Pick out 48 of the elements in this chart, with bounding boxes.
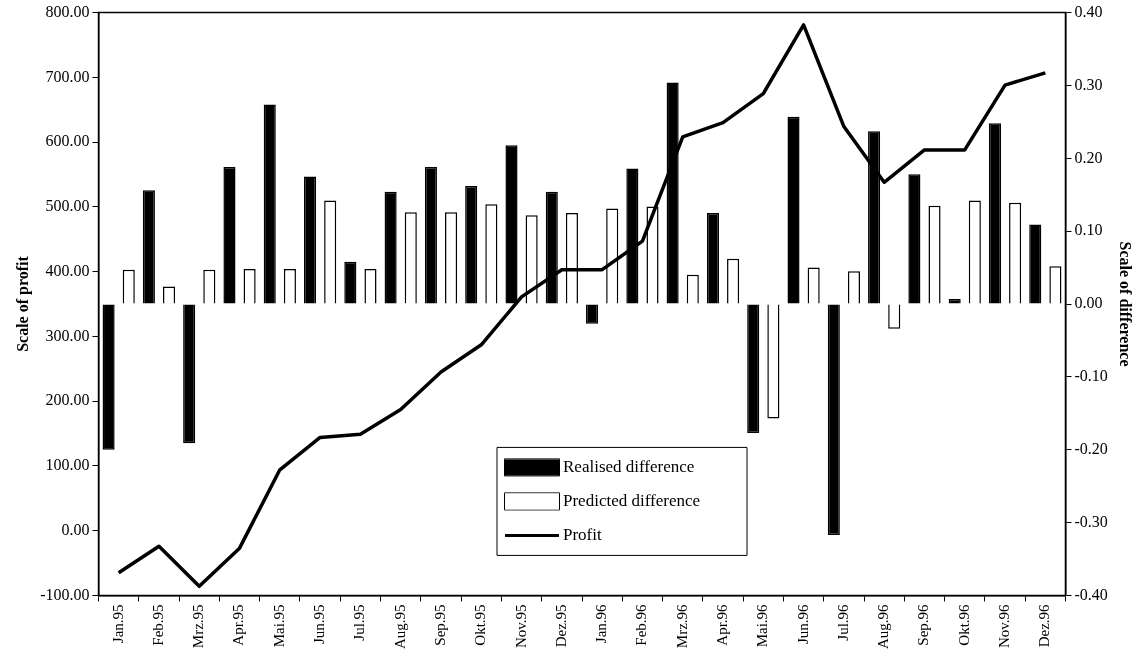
x-tick-label: Sep.96 bbox=[915, 603, 932, 646]
y2-tick-label: -0.20 bbox=[1074, 439, 1108, 457]
x-tick-label: Mai.96 bbox=[754, 603, 771, 648]
y-tick-label: 0.00 bbox=[61, 520, 90, 538]
x-tick-label: Aug.96 bbox=[875, 603, 892, 650]
x-tick-label: Apr.95 bbox=[230, 604, 247, 646]
y2-tick-label: 0.10 bbox=[1074, 221, 1103, 239]
y-tick-label: 300.00 bbox=[45, 326, 90, 344]
x-tick-label: Mai.95 bbox=[270, 604, 287, 648]
y-axis-title: Scale of profit bbox=[13, 255, 32, 352]
y-tick-label: 700.00 bbox=[45, 67, 90, 85]
y2-tick-label: 0.30 bbox=[1074, 75, 1103, 93]
x-tick-label: Feb.95 bbox=[149, 604, 166, 646]
x-tick-label: Dez.96 bbox=[1036, 603, 1053, 648]
x-tick-label: Jul.95 bbox=[351, 604, 368, 641]
x-tick-label: Nov.96 bbox=[995, 603, 1012, 649]
x-tick-label: Feb.96 bbox=[633, 603, 650, 646]
x-tick-label: Mrz.95 bbox=[190, 604, 207, 649]
x-tick-label: Mrz.96 bbox=[673, 603, 690, 649]
x-tick-label: Okt.95 bbox=[472, 604, 489, 646]
legend-label: Predicted difference bbox=[563, 490, 701, 510]
x-tick-label: Jun.96 bbox=[794, 603, 811, 645]
x-tick-label: Nov.95 bbox=[512, 604, 529, 649]
legend-label: Profit bbox=[563, 524, 602, 544]
x-tick-label: Apr.96 bbox=[713, 603, 730, 646]
x-tick-label: Aug.95 bbox=[391, 604, 408, 650]
y2-tick-label: -0.40 bbox=[1074, 585, 1108, 603]
y-tick-label: 200.00 bbox=[45, 391, 90, 409]
y-tick-label: 800.00 bbox=[45, 2, 90, 20]
x-tick-label: Jun.95 bbox=[311, 604, 328, 645]
y2-tick-label: -0.10 bbox=[1074, 367, 1108, 385]
x-tick-label: Okt.96 bbox=[955, 603, 972, 646]
y2-tick-label: -0.30 bbox=[1074, 512, 1108, 530]
y2-tick-label: 0.20 bbox=[1074, 148, 1103, 166]
legend-label: Realised difference bbox=[563, 456, 695, 476]
y-tick-label: 600.00 bbox=[45, 132, 90, 150]
x-tick-label: Jan.96 bbox=[593, 603, 610, 644]
y2-tick-label: 0.40 bbox=[1074, 2, 1103, 20]
y-tick-label: 100.00 bbox=[45, 456, 90, 474]
y2-tick-label: 0.00 bbox=[1074, 294, 1103, 312]
y-tick-label: 400.00 bbox=[45, 261, 90, 279]
y-tick-label: -100.00 bbox=[40, 585, 90, 603]
y-tick-label: 500.00 bbox=[45, 197, 90, 215]
x-tick-label: Jul.96 bbox=[834, 603, 851, 641]
y2-axis-title: Scale of difference bbox=[1117, 241, 1135, 367]
x-tick-label: Jan.95 bbox=[109, 604, 126, 644]
x-tick-label: Dez.95 bbox=[552, 604, 569, 648]
x-tick-label: Sep.95 bbox=[431, 604, 448, 646]
